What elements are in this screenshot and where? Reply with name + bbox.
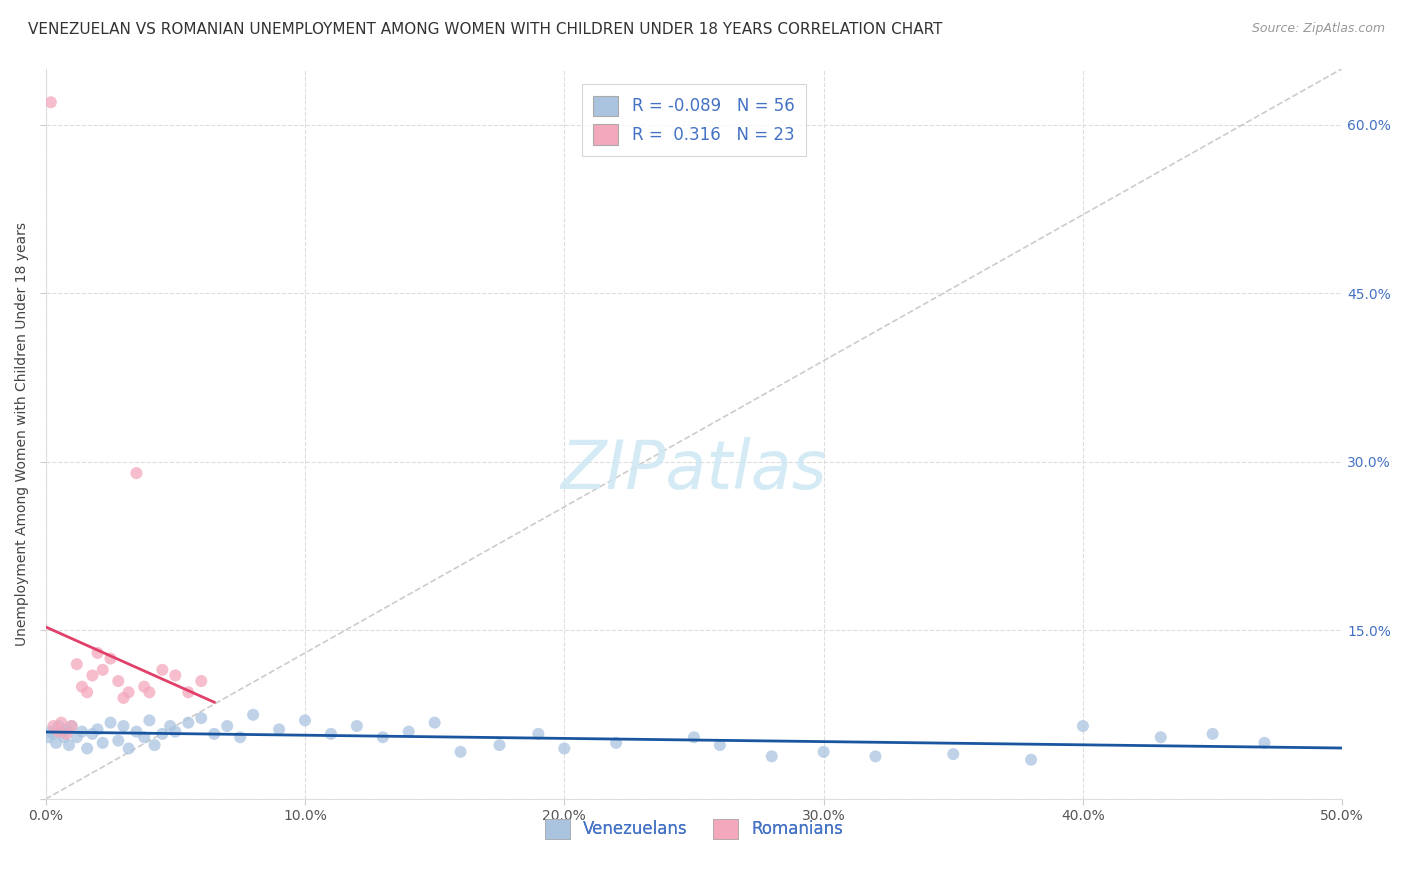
Point [709,738,731,752]
Point [125,466,148,480]
Point [42,719,65,733]
Point [761,749,783,764]
Point [267,723,290,737]
Point [76,685,98,699]
Point [1253,736,1275,750]
Point [100,715,122,730]
Point [70,680,93,694]
Point [150,727,173,741]
Point [450,745,472,759]
Point [177,715,200,730]
Point [942,747,965,761]
Point [39,724,62,739]
Point [42,727,65,741]
Point [398,724,420,739]
Point [86,646,108,660]
Point [48,719,70,733]
Y-axis label: Unemployment Among Women with Children Under 18 years: Unemployment Among Women with Children U… [15,222,30,646]
Text: VENEZUELAN VS ROMANIAN UNEMPLOYMENT AMONG WOMEN WITH CHILDREN UNDER 18 YEARS COR: VENEZUELAN VS ROMANIAN UNEMPLOYMENT AMON… [28,22,942,37]
Point [52,731,75,745]
Point [1071,719,1094,733]
Point [865,749,887,764]
Point [107,674,129,689]
Point [86,723,108,737]
Point [134,680,156,694]
Point [66,657,89,672]
Point [1019,753,1042,767]
Point [45,736,67,750]
Point [125,724,148,739]
Point [117,741,139,756]
Point [76,741,98,756]
Point [51,724,73,739]
Point [134,731,156,745]
Point [55,723,77,737]
Point [190,674,212,689]
Point [107,733,129,747]
Point [112,719,135,733]
Point [683,731,706,745]
Point [138,714,160,728]
Point [229,731,252,745]
Text: Source: ZipAtlas.com: Source: ZipAtlas.com [1251,22,1385,36]
Point [527,727,550,741]
Point [39,95,62,110]
Point [91,736,114,750]
Point [58,738,80,752]
Point [82,727,104,741]
Point [202,727,225,741]
Point [100,651,122,665]
Point [37,731,59,745]
Point [150,663,173,677]
Point [1201,727,1223,741]
Point [112,690,135,705]
Point [66,731,89,745]
Point [165,724,187,739]
Point [813,745,835,759]
Point [91,663,114,677]
Point [70,724,93,739]
Point [553,741,575,756]
Point [165,668,187,682]
Point [177,685,200,699]
Point [371,731,394,745]
Point [51,715,73,730]
Point [159,719,181,733]
Point [55,727,77,741]
Point [60,719,83,733]
Point [138,685,160,699]
Point [294,714,316,728]
Point [143,738,166,752]
Point [319,727,342,741]
Point [117,685,139,699]
Point [423,715,446,730]
Point [605,736,627,750]
Point [217,719,239,733]
Point [48,724,70,739]
Point [242,707,264,722]
Point [1150,731,1173,745]
Point [190,711,212,725]
Text: ZIPatlas: ZIPatlas [561,437,827,503]
Point [60,719,83,733]
Legend: Venezuelans, Romanians: Venezuelans, Romanians [538,812,849,846]
Point [488,738,510,752]
Point [82,668,104,682]
Point [346,719,368,733]
